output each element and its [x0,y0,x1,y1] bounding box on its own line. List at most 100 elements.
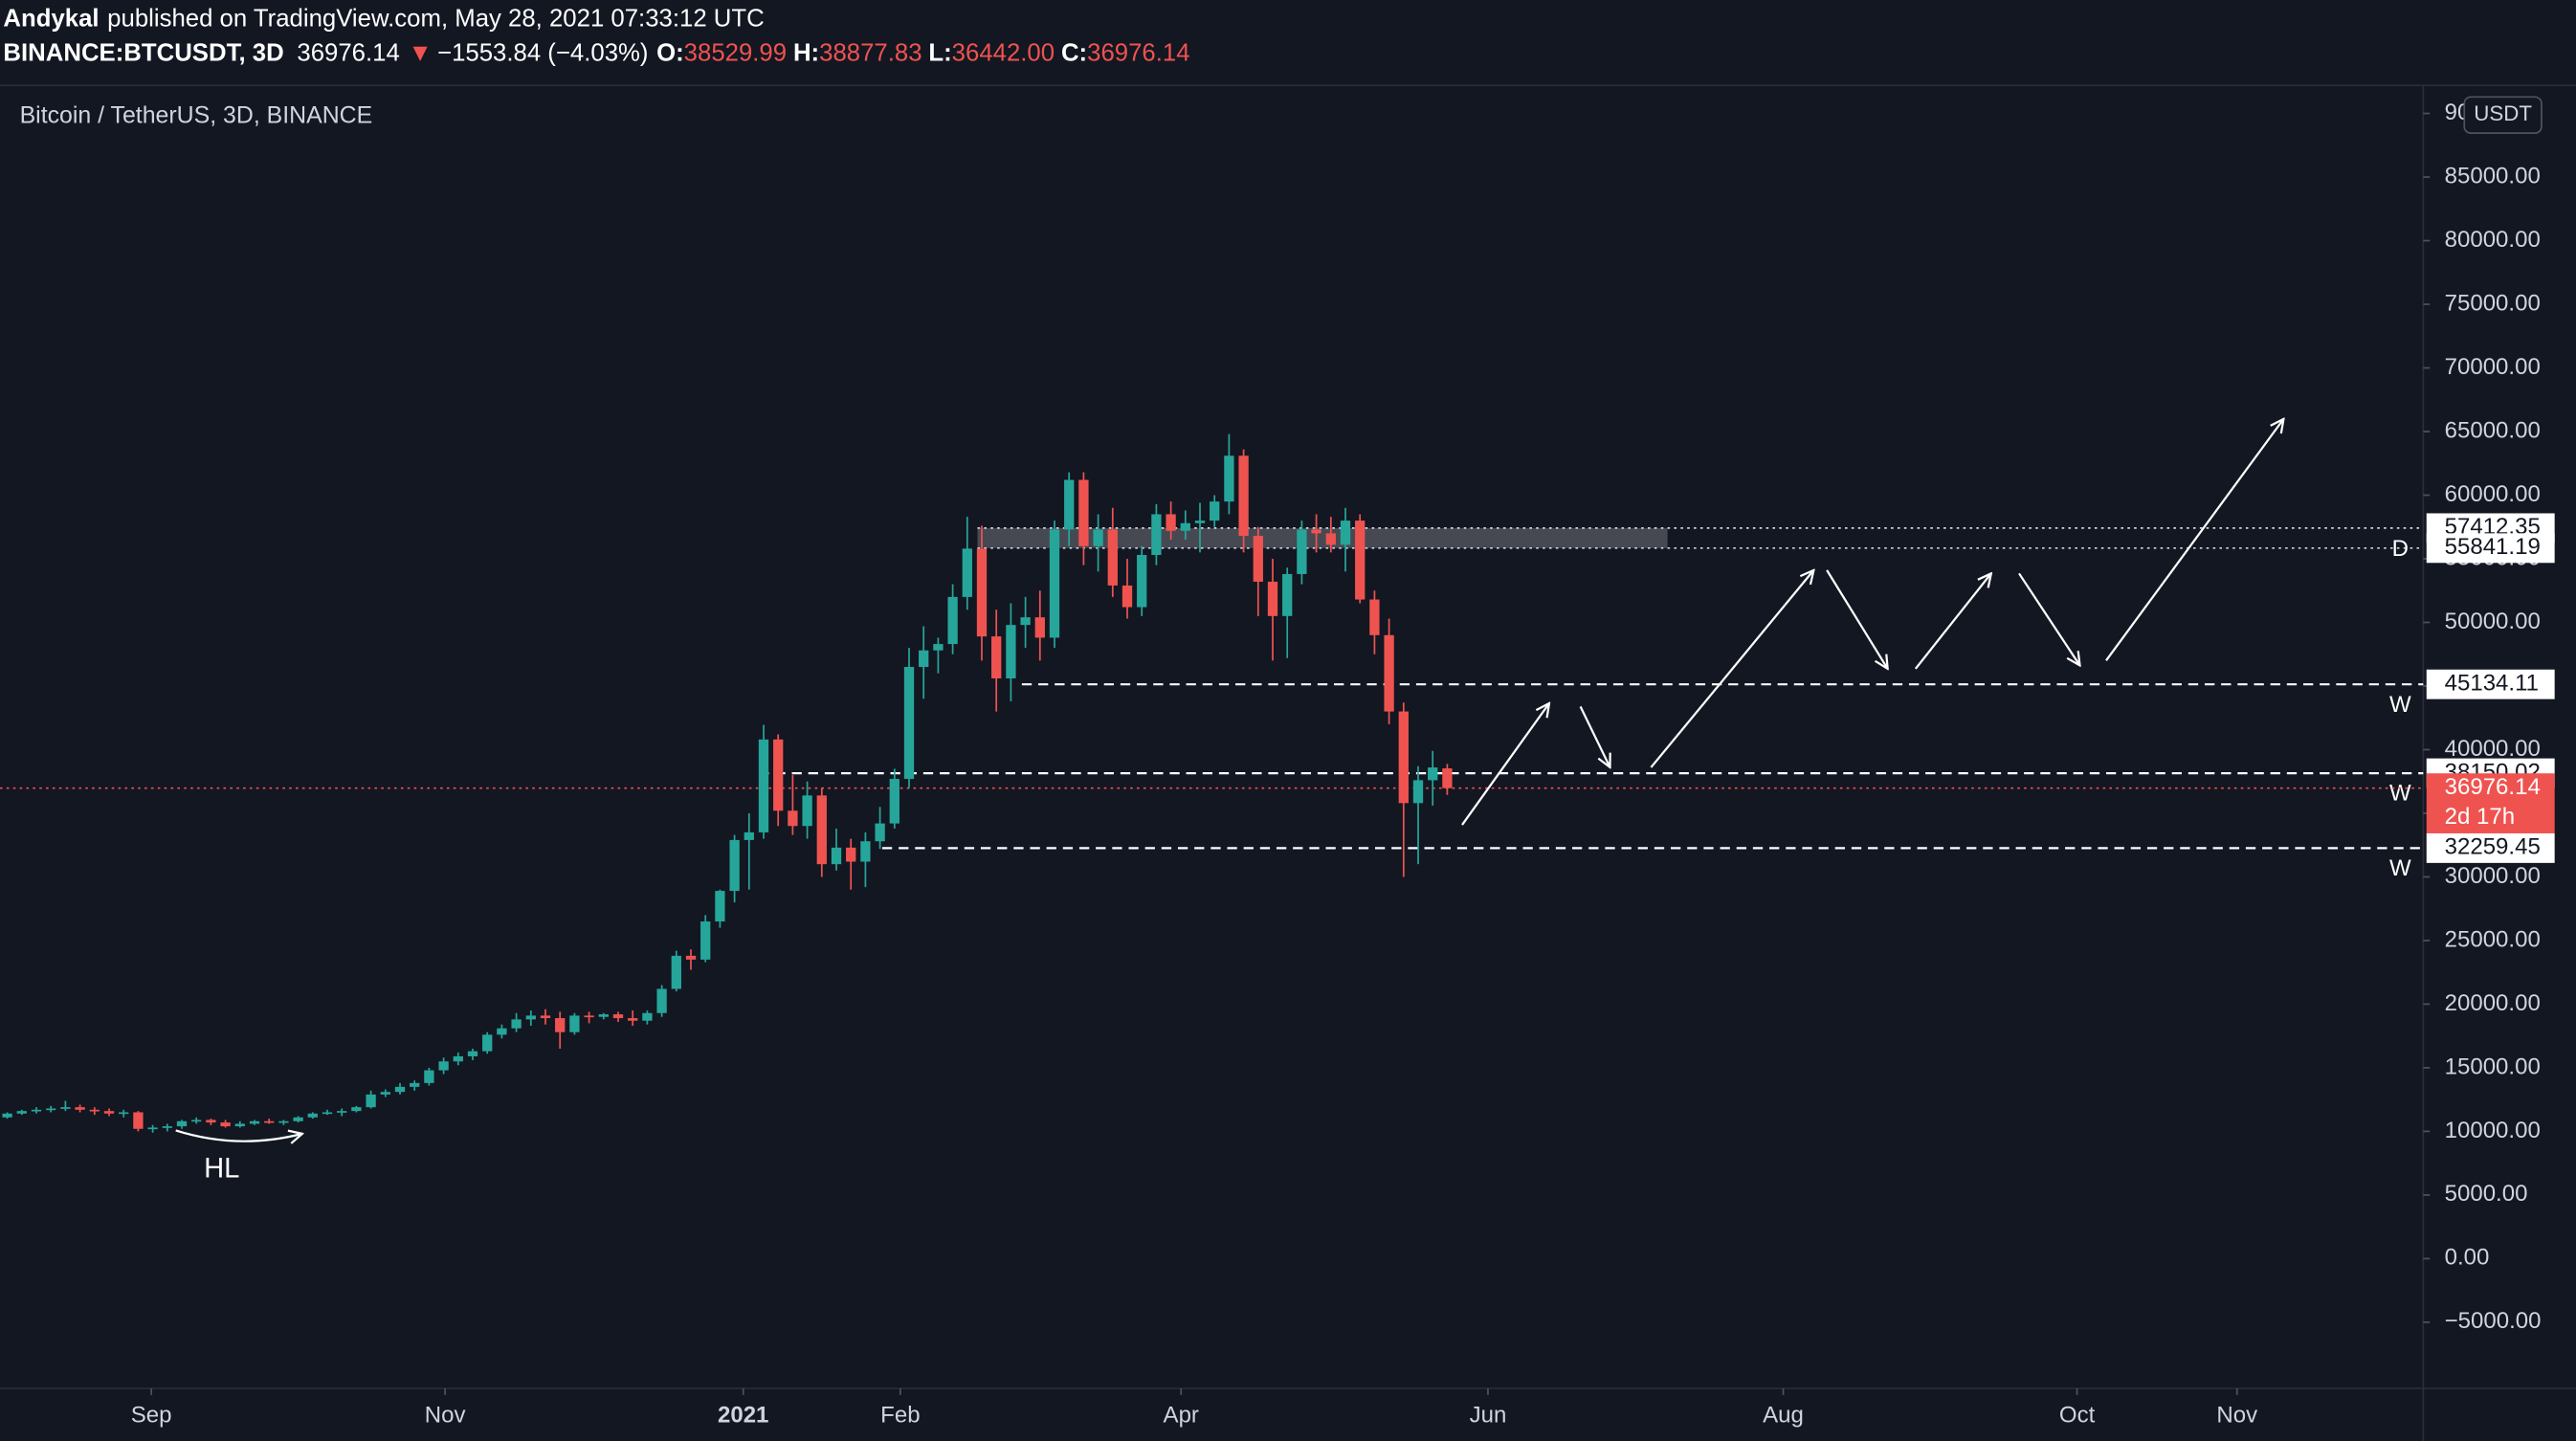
x-tick-label: Nov [2216,1403,2257,1429]
candle-body [555,1018,566,1032]
x-tick-label: Sep [131,1403,172,1429]
candle-body [671,955,681,989]
x-tick-label: Jun [1470,1403,1507,1429]
y-tick-label: 15000.00 [2445,1053,2541,1079]
candle-body [933,644,944,651]
candle-body [147,1127,158,1130]
price-axis: −5000.00 0.00 5000.00 10000.00 15000.00 20000… [2423,96,2555,1334]
ohlc-label: H: [793,39,819,66]
candle-body [758,739,769,832]
candle-body [75,1107,85,1110]
candle-body [1311,529,1321,534]
candle-body [1238,455,1249,537]
candle-body [831,847,842,865]
candle-body [744,831,754,840]
candle-body [846,847,856,862]
header-line2: BINANCE:BTCUSDT, 3D 36976.14 ▼ −1553.84 (−4… [3,39,1189,66]
candle-body [249,1120,260,1124]
x-tick-label: 2021 [718,1403,768,1429]
candle-body [31,1109,42,1112]
price-label: 32259.45 [2445,834,2541,860]
candle-body [1398,711,1409,804]
candle-body [322,1112,333,1115]
y-tick-label: 5000.00 [2445,1181,2528,1207]
candle-body [802,795,812,827]
level-tag: W [2389,855,2411,881]
candle-body [584,1015,594,1018]
header-line1: Andykal published on TradingView.com, May… [3,5,764,32]
candle-body [1151,514,1162,556]
zone [977,527,1668,548]
author: Andykal [3,5,99,32]
candle-body [1267,581,1278,616]
candle-body [119,1112,129,1115]
candle-body [424,1070,434,1083]
x-tick-label: Feb [880,1403,920,1429]
candle-body [540,1015,551,1019]
candle-body [700,920,711,960]
candle-body [366,1094,376,1108]
published: published on TradingView.com, May 28, 20… [107,5,765,32]
candle-body [1166,514,1176,531]
curve-arrow [175,1129,302,1141]
candle-body [176,1120,188,1127]
currency: USDT [2474,101,2532,125]
candle-body [16,1111,27,1114]
y-tick-label: 30000.00 [2445,863,2541,889]
drawings [175,419,2284,1142]
price-label: 55841.19 [2445,534,2541,560]
ohlc-value: 38877.83 [819,39,922,66]
candle-body [220,1122,231,1127]
price-label: 45134.11 [2445,671,2539,697]
arrow [1914,573,1991,670]
candle-body [511,1019,522,1029]
ohlc: O:38529.99 H:38877.83 L:36442.00 C:36976.14 [656,39,1189,66]
candle-body [1180,522,1190,531]
candle-body [598,1014,609,1017]
ohlc-label: C: [1061,39,1087,66]
candle-body [191,1120,202,1122]
candle-body [962,548,972,597]
y-tick-label: 70000.00 [2445,354,2541,380]
arrow [1650,570,1813,768]
candle-body [976,548,988,637]
price-label-box [2426,533,2555,564]
x-tick-label: Oct [2059,1403,2096,1429]
y-tick-label: 60000.00 [2445,481,2541,507]
currency-badge [2463,96,2543,134]
candle-body [642,1012,653,1021]
candle-body [612,1014,624,1019]
y-tick-label: 40000.00 [2445,736,2541,762]
ohlc-value: 36442.00 [952,39,1055,66]
candle-body [60,1107,71,1109]
change: −1553.84 (−4.03%) [437,39,648,66]
candle-body [1384,634,1394,712]
candle-body [1049,529,1060,638]
x-tick-label: Aug [1763,1403,1804,1429]
x-tick-label: Apr [1164,1403,1199,1429]
candle-body [1428,767,1438,781]
candle-body [234,1123,245,1127]
candle-body [1224,455,1234,502]
chart-title: Bitcoin / TetherUS, 3D, BINANCE [20,101,373,128]
plot: Sep Nov 2021 Feb Apr Jun Aug Oct Nov D W W W [0,433,2424,1429]
arrow [1826,569,1888,669]
arrow [2105,419,2283,661]
candle-body [1325,533,1336,545]
candle-body [1034,617,1045,638]
candle-body [947,596,958,645]
y-tick-label: 0.00 [2445,1245,2490,1271]
candle-body [162,1126,172,1128]
price-label-box [2426,832,2555,863]
candle-body [860,841,871,862]
candle-body [410,1082,420,1087]
candle-body [1137,555,1147,608]
candle-body [729,839,740,892]
candle-body [1210,501,1220,521]
ohlc-label: O: [656,39,684,66]
candle-body [133,1112,144,1129]
candle-body [1093,529,1103,546]
level-tag: W [2389,781,2411,807]
candle-body [46,1108,56,1111]
